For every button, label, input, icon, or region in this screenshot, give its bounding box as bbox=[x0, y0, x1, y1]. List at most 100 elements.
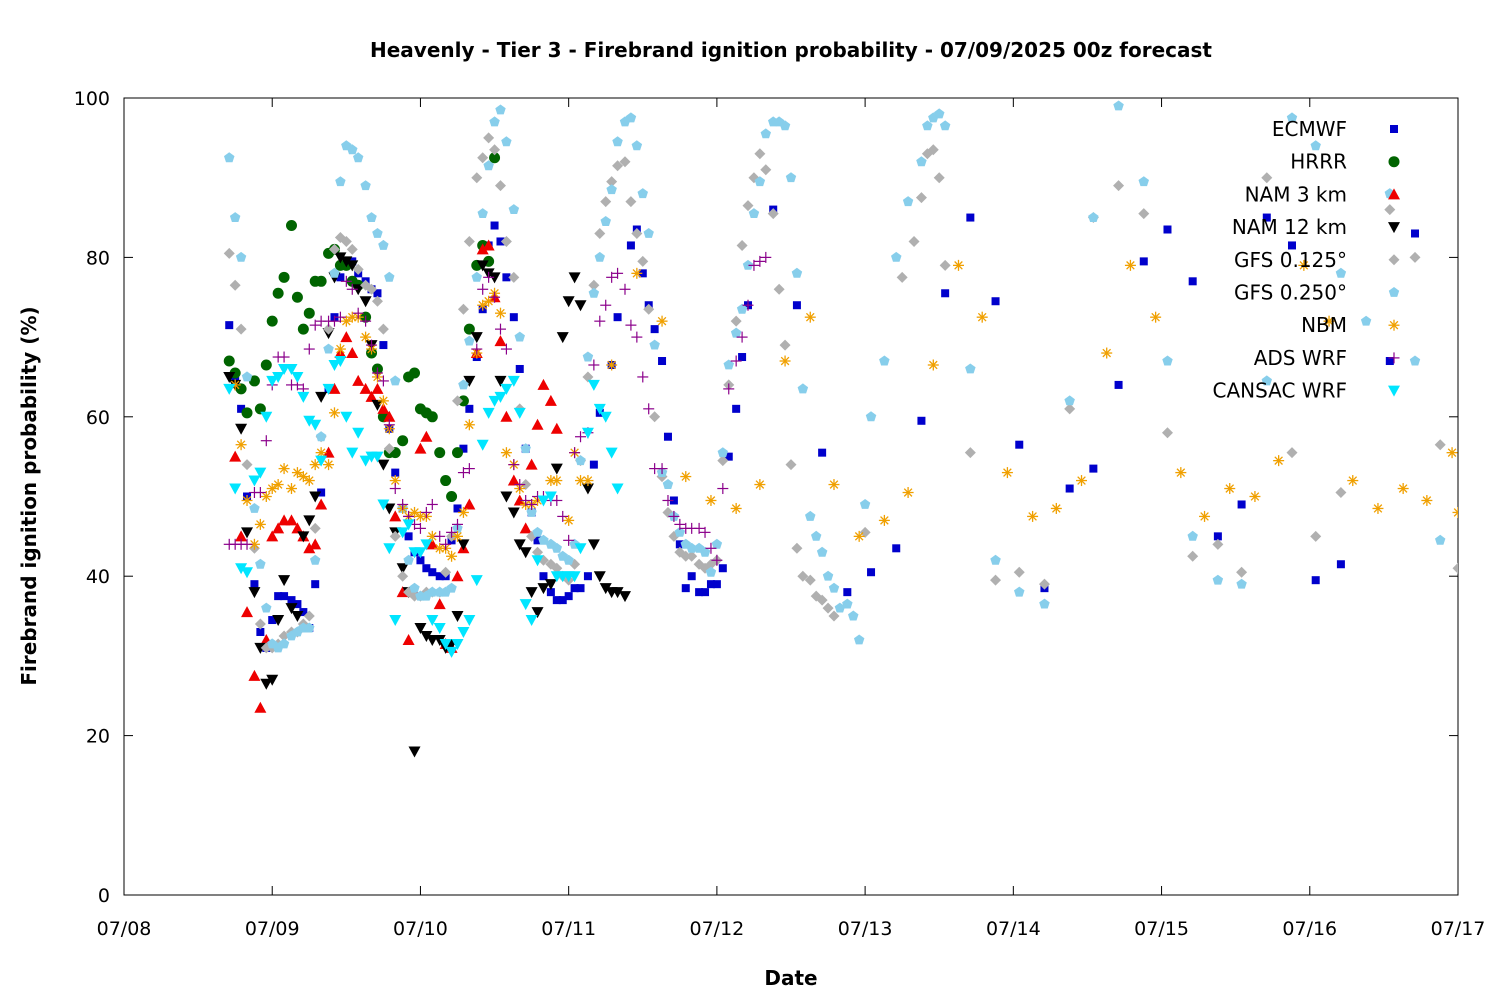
data-point bbox=[693, 522, 705, 534]
data-point bbox=[902, 196, 914, 207]
data-point bbox=[1385, 357, 1394, 366]
data-point bbox=[278, 575, 291, 587]
data-point bbox=[939, 259, 951, 271]
data-point bbox=[433, 634, 446, 646]
data-point bbox=[465, 404, 474, 413]
data-point bbox=[791, 542, 803, 554]
data-point bbox=[328, 243, 340, 255]
data-point bbox=[463, 419, 475, 431]
data-point bbox=[340, 275, 352, 287]
data-point bbox=[736, 239, 748, 251]
data-point bbox=[1224, 483, 1236, 495]
data-point bbox=[532, 546, 544, 558]
data-point bbox=[272, 615, 285, 627]
data-point bbox=[268, 616, 277, 625]
data-point bbox=[568, 571, 581, 583]
data-point bbox=[1286, 447, 1298, 459]
data-point bbox=[346, 447, 359, 459]
data-point bbox=[488, 395, 501, 407]
data-point bbox=[310, 554, 321, 565]
data-point bbox=[494, 180, 506, 192]
data-point bbox=[908, 235, 920, 247]
data-point bbox=[581, 427, 594, 439]
data-point bbox=[687, 572, 696, 581]
data-point bbox=[352, 263, 364, 275]
data-point bbox=[309, 319, 321, 331]
data-point bbox=[414, 547, 427, 559]
data-point bbox=[383, 443, 395, 455]
data-point bbox=[452, 530, 463, 542]
data-point bbox=[352, 284, 365, 296]
data-point bbox=[223, 247, 235, 259]
data-point bbox=[828, 479, 840, 491]
data-point bbox=[574, 300, 587, 312]
data-point bbox=[515, 364, 524, 373]
data-point bbox=[1452, 562, 1458, 574]
data-point bbox=[372, 228, 383, 238]
data-point bbox=[754, 176, 766, 187]
data-point bbox=[594, 315, 606, 327]
data-point bbox=[568, 272, 581, 284]
data-point bbox=[1064, 403, 1076, 415]
data-point bbox=[340, 315, 352, 327]
data-point bbox=[1187, 550, 1199, 562]
data-point bbox=[335, 176, 346, 187]
data-point bbox=[526, 506, 537, 517]
data-point bbox=[340, 411, 353, 423]
data-point bbox=[408, 746, 421, 758]
data-point bbox=[859, 499, 871, 509]
x-tick-label: 07/14 bbox=[986, 918, 1041, 940]
data-point bbox=[383, 410, 396, 422]
data-point bbox=[297, 471, 309, 483]
data-point bbox=[434, 530, 446, 542]
data-point bbox=[675, 540, 684, 549]
data-point bbox=[494, 307, 506, 319]
data-point bbox=[383, 419, 395, 431]
data-point bbox=[340, 235, 352, 247]
data-point bbox=[1064, 395, 1075, 406]
data-point bbox=[695, 588, 704, 597]
data-point bbox=[853, 530, 865, 542]
data-point bbox=[500, 410, 513, 422]
data-point bbox=[732, 404, 741, 413]
data-point bbox=[662, 479, 674, 489]
legend-marker bbox=[1388, 254, 1400, 266]
data-point bbox=[378, 239, 389, 250]
data-point bbox=[656, 315, 668, 327]
data-point bbox=[446, 582, 457, 593]
data-point bbox=[792, 301, 801, 310]
data-point bbox=[1039, 598, 1050, 609]
legend-label: GFS 0.125° bbox=[1234, 248, 1347, 272]
legend-label: GFS 0.250° bbox=[1234, 281, 1347, 305]
data-point bbox=[285, 514, 298, 526]
data-point bbox=[483, 295, 495, 307]
series-gfs-0-250- bbox=[224, 100, 1446, 653]
data-point bbox=[773, 283, 785, 295]
data-point bbox=[346, 283, 358, 295]
data-point bbox=[1310, 140, 1321, 151]
data-point bbox=[457, 303, 469, 315]
data-point bbox=[303, 610, 315, 622]
data-point bbox=[489, 152, 501, 164]
data-point bbox=[575, 431, 587, 443]
plot-frame bbox=[123, 97, 1459, 896]
data-point bbox=[414, 522, 426, 534]
x-axis-label: Date bbox=[764, 966, 817, 990]
data-point bbox=[514, 331, 525, 342]
data-point bbox=[754, 255, 766, 267]
data-point bbox=[791, 267, 803, 278]
data-point bbox=[1001, 467, 1013, 479]
data-point bbox=[278, 351, 290, 363]
data-point bbox=[451, 638, 464, 650]
data-point bbox=[477, 283, 489, 295]
data-point bbox=[373, 289, 382, 298]
data-point bbox=[241, 527, 254, 539]
data-point bbox=[1236, 578, 1247, 589]
data-point bbox=[1163, 225, 1172, 234]
data-point bbox=[922, 120, 933, 131]
data-point bbox=[551, 562, 563, 574]
data-point bbox=[414, 623, 427, 635]
data-point bbox=[507, 474, 520, 486]
data-point bbox=[280, 592, 289, 601]
